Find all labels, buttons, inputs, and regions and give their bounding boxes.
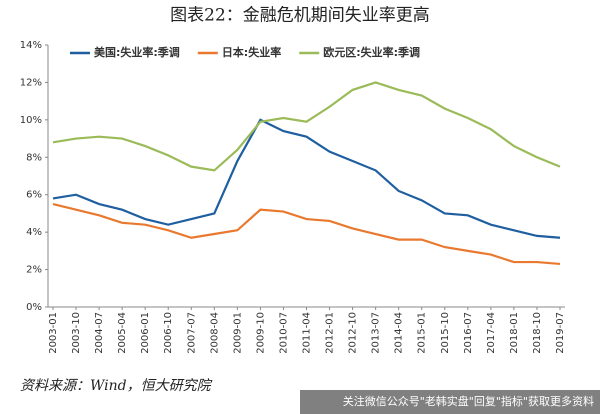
x-tick-label: 2019-07 bbox=[555, 312, 566, 354]
x-tick-label: 2018-10 bbox=[532, 312, 543, 354]
x-tick-label: 2015-10 bbox=[440, 312, 451, 354]
x-tick-label: 2012-01 bbox=[325, 312, 336, 354]
y-tick-label: 2% bbox=[26, 265, 42, 276]
x-tick-label: 2013-07 bbox=[371, 312, 382, 354]
legend-label: 美国:失业率:季调 bbox=[94, 45, 180, 59]
x-tick-label: 2012-10 bbox=[348, 312, 359, 354]
y-tick-label: 12% bbox=[20, 77, 42, 88]
y-tick-label: 10% bbox=[20, 115, 42, 126]
y-tick-label: 14% bbox=[20, 40, 42, 51]
x-tick-label: 2003-01 bbox=[48, 312, 59, 354]
x-tick-label: 2006-01 bbox=[140, 312, 151, 354]
x-tick-label: 2008-04 bbox=[209, 312, 220, 354]
x-tick-label: 2006-10 bbox=[163, 312, 174, 354]
x-tick-label: 2003-10 bbox=[71, 312, 82, 354]
x-tick-label: 2018-01 bbox=[509, 312, 520, 354]
x-tick-label: 2007-07 bbox=[186, 312, 197, 354]
x-tick-label: 2004-07 bbox=[94, 312, 105, 354]
watermark-bg bbox=[300, 390, 600, 414]
x-tick-label: 2009-01 bbox=[232, 312, 243, 354]
watermark: 关注微信公众号"老韩实盘"回复"指标"获取更多资料 bbox=[343, 394, 594, 408]
legend-label: 欧元区:失业率:季调 bbox=[323, 45, 420, 59]
source: 资料来源：Wind，恒大研究院 bbox=[20, 378, 213, 394]
line bbox=[52, 118, 561, 239]
x-tick-label: 2014-04 bbox=[394, 312, 405, 354]
x-tick-label: 2009-10 bbox=[255, 312, 266, 354]
line bbox=[52, 203, 561, 266]
x-tick-label: 2011-04 bbox=[302, 312, 313, 354]
y-tick-label: 8% bbox=[26, 152, 42, 163]
y-tick-label: 4% bbox=[26, 227, 42, 238]
x-tick-label: 2015-01 bbox=[417, 312, 428, 354]
line bbox=[52, 81, 561, 172]
chart-title: 图表22：金融危机期间失业率更高 bbox=[170, 6, 430, 26]
legend-label: 日本:失业率 bbox=[222, 45, 281, 59]
x-tick-label: 2016-07 bbox=[463, 312, 474, 354]
x-tick-label: 2017-04 bbox=[486, 312, 497, 354]
y-tick-label: 6% bbox=[26, 190, 42, 201]
x-tick-label: 2010-07 bbox=[278, 312, 289, 354]
y-tick-label: 0% bbox=[26, 302, 42, 313]
x-tick-label: 2005-04 bbox=[117, 312, 128, 354]
